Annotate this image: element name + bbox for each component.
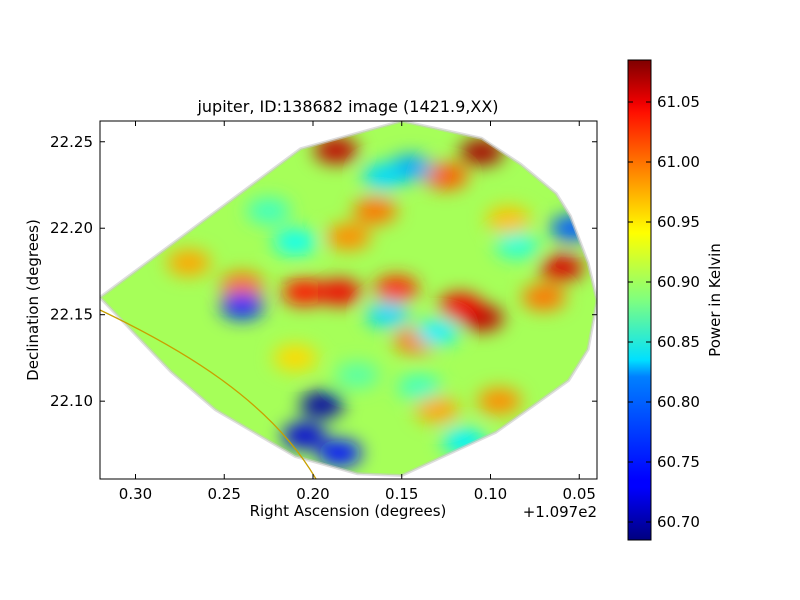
heatmap-feature-2 [326, 223, 371, 250]
colorbar-tick-label: 61.05 [657, 93, 700, 111]
x-tick-label: 0.15 [385, 485, 418, 503]
heatmap-feature-7 [521, 284, 566, 311]
colorbar-tick-label: 60.80 [657, 393, 700, 411]
plot-frame [99, 120, 598, 480]
x-offset-label: +1.097e2 [523, 503, 597, 521]
heatmap-feature-17 [477, 388, 522, 415]
colorbar: 60.70 60.75 60.80 60.85 60.90 60.95 61.00 61.05… [627, 59, 724, 541]
heatmap-feature-15 [166, 249, 211, 276]
heatmap-feature-16 [415, 396, 460, 423]
heatmap-feature-4 [424, 163, 469, 190]
heatmap-feature-10 [282, 279, 327, 306]
heatmap-feature-18 [273, 344, 318, 371]
y-tick-label: 22.15 [50, 306, 93, 324]
heatmap-feature-3 [459, 139, 504, 166]
heatmap-feature-12 [220, 272, 264, 299]
heatmap-feature-5 [486, 206, 531, 233]
heatmap-feature-32 [246, 197, 291, 224]
heatmap-feature-9 [438, 293, 483, 320]
heatmap-image [100, 121, 597, 479]
heatmap-feature-19 [220, 293, 264, 320]
x-axis-label: Right Ascension (degrees) [250, 502, 447, 520]
y-axis: 22.25 22.20 22.15 22.10 [50, 133, 597, 410]
x-tick-label: 0.30 [119, 485, 152, 503]
heatmap-feature-0 [314, 137, 359, 164]
x-tick-label: 0.05 [563, 485, 596, 503]
heatmap-feature-20 [299, 391, 344, 418]
planet-limb-arc [100, 309, 317, 479]
x-tick-label: 0.20 [296, 485, 329, 503]
colorbar-tick-label: 60.70 [657, 513, 700, 531]
x-axis: 0.30 0.25 0.20 0.15 0.10 0.05 [119, 121, 596, 503]
chart-title: jupiter, ID:138682 image (1421.9,XX) [196, 97, 498, 116]
heatmap-feature-6 [539, 255, 584, 282]
colorbar-tick-label: 60.95 [657, 213, 700, 231]
x-tick-label: 0.10 [474, 485, 507, 503]
colorbar-label: Power in Kelvin [706, 243, 724, 357]
heatmap-feature-27 [495, 232, 540, 259]
colorbar-tick-label: 60.85 [657, 333, 700, 351]
heatmap-feature-33 [335, 362, 380, 389]
heatmap-feature-22 [317, 440, 362, 467]
heatmap-feature-24 [362, 163, 406, 190]
colorbar-tick-label: 61.00 [657, 153, 700, 171]
heatmap-feature-13 [374, 275, 419, 302]
y-axis-label: Declination (degrees) [24, 219, 42, 381]
heatmap-feature-21 [282, 422, 327, 449]
heatmap-feature-11 [317, 279, 362, 306]
heatmap-feature-29 [365, 301, 410, 328]
y-tick-label: 22.10 [50, 392, 93, 410]
heatmap-feature-31 [397, 374, 442, 401]
x-tick-label: 0.25 [208, 485, 241, 503]
heatmap-feature-1 [353, 197, 398, 224]
colorbar-tick-label: 60.75 [657, 453, 700, 471]
heatmap-feature-25 [273, 229, 318, 256]
y-tick-label: 22.20 [50, 219, 93, 237]
colorbar-tick-label: 60.90 [657, 273, 700, 291]
colorbar-gradient [627, 59, 652, 541]
coverage-edge [100, 121, 597, 478]
y-tick-label: 22.25 [50, 133, 93, 151]
heatmap-feature-28 [415, 318, 460, 345]
